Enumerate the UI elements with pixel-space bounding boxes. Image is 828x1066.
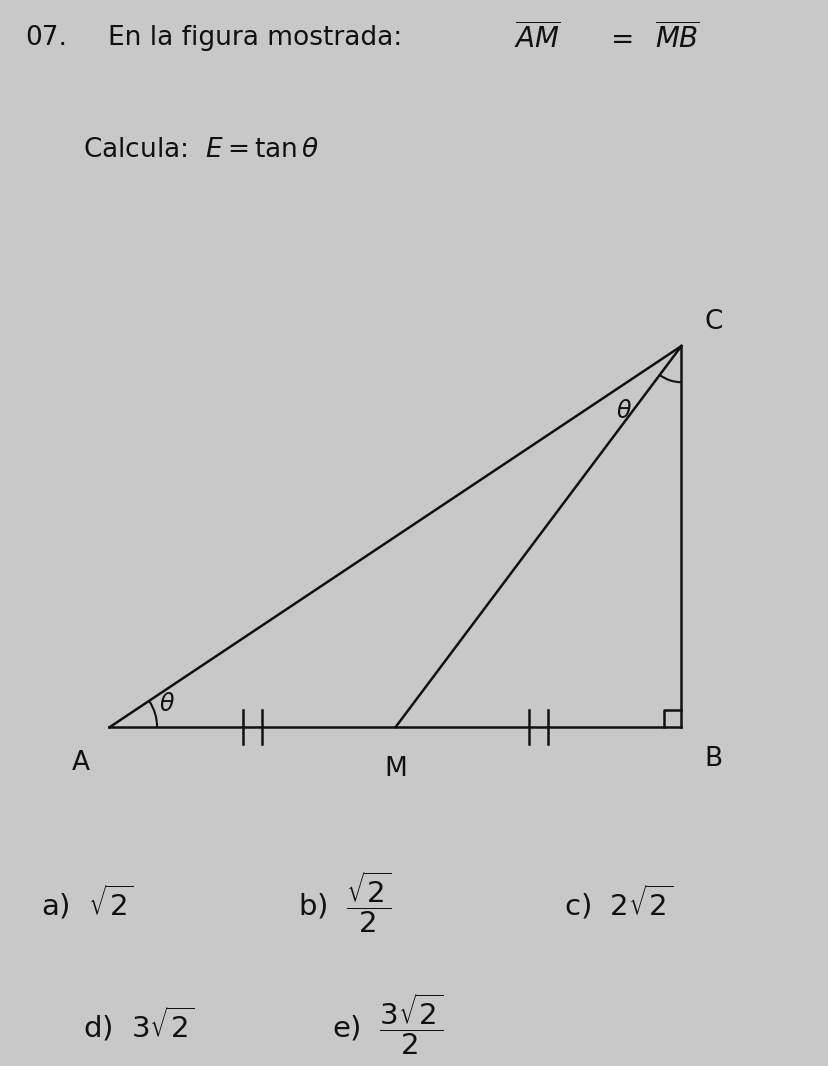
Text: B: B: [704, 746, 721, 773]
Text: c)  $2\sqrt{2}$: c) $2\sqrt{2}$: [563, 883, 672, 921]
Text: d)  $3\sqrt{2}$: d) $3\sqrt{2}$: [83, 1004, 195, 1044]
Text: a)  $\sqrt{2}$: a) $\sqrt{2}$: [41, 883, 134, 921]
Text: e)  $\dfrac{3\sqrt{2}}{2}$: e) $\dfrac{3\sqrt{2}}{2}$: [331, 991, 442, 1056]
Text: $\overline{AM}$: $\overline{AM}$: [513, 22, 560, 54]
Text: $=$: $=$: [604, 25, 633, 52]
Text: En la figura mostrada:: En la figura mostrada:: [108, 26, 402, 51]
Text: $\overline{MB}$: $\overline{MB}$: [654, 22, 699, 54]
Text: 07.: 07.: [25, 26, 67, 51]
Text: M: M: [383, 756, 407, 781]
Text: A: A: [72, 750, 89, 776]
Text: C: C: [704, 308, 722, 335]
Text: b)  $\dfrac{\sqrt{2}}{2}$: b) $\dfrac{\sqrt{2}}{2}$: [298, 869, 391, 935]
Text: $\theta$: $\theta$: [615, 400, 632, 423]
Text: $\theta$: $\theta$: [158, 692, 175, 716]
Text: Calcula:  $E = \tan\theta$: Calcula: $E = \tan\theta$: [83, 136, 319, 163]
